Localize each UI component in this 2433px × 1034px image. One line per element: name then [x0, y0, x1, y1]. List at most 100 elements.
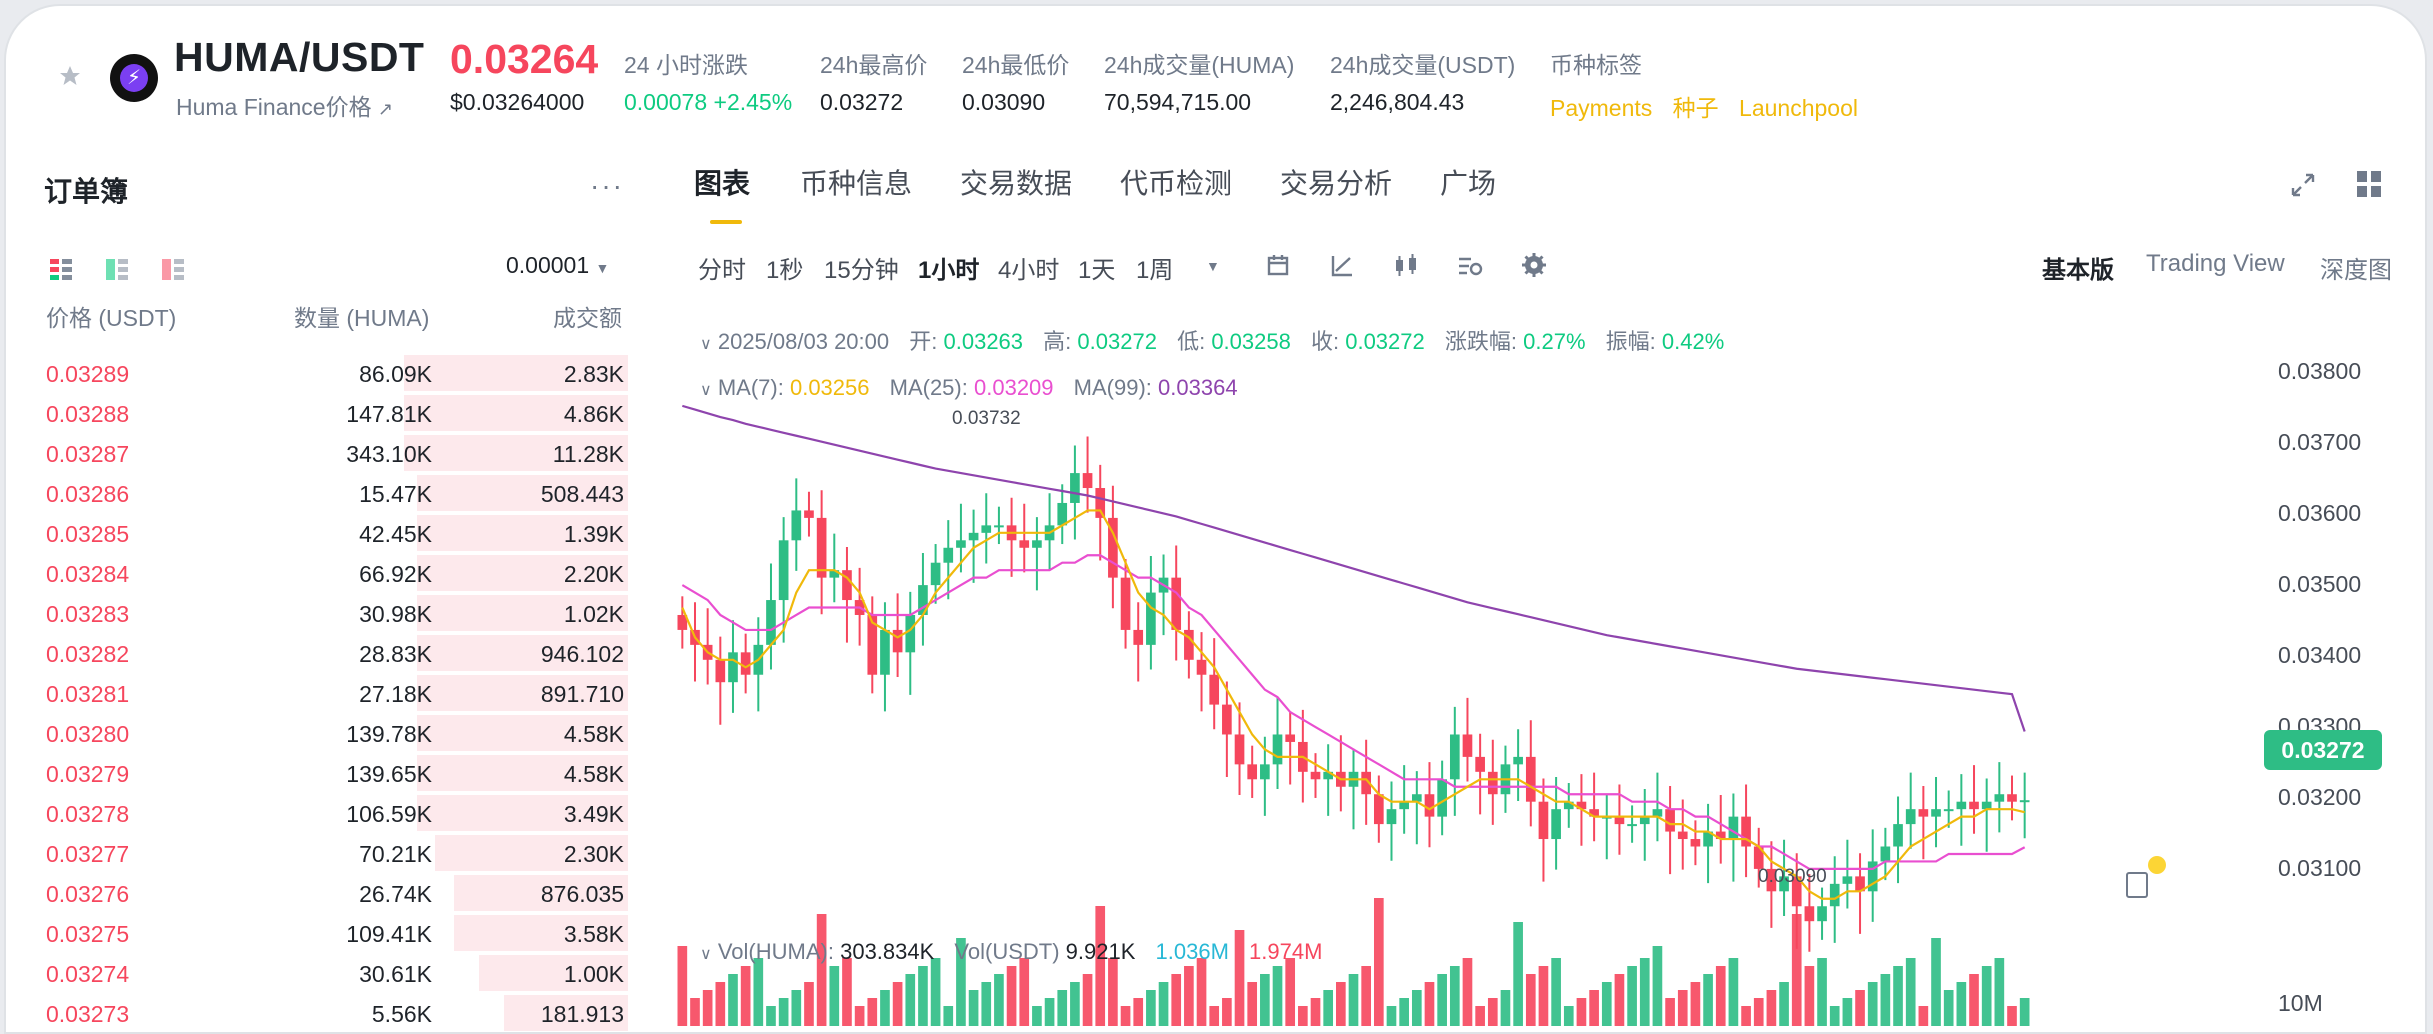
- orderbook-row[interactable]: 0.03274 30.61K 1.00K: [6, 953, 628, 993]
- candle-body: [1551, 809, 1561, 840]
- candle-body: [1437, 779, 1447, 817]
- tab-square[interactable]: 广场: [1440, 168, 1497, 199]
- coin-tags: Payments 种子 Launchpool: [1550, 89, 1872, 123]
- tf-1h[interactable]: 1小时: [918, 257, 980, 284]
- last-price: 0.03264: [450, 36, 599, 82]
- candle-body: [778, 540, 789, 601]
- layout-grid-icon[interactable]: [2356, 170, 2382, 198]
- orderbook-row[interactable]: 0.03279 139.65K 4.58K: [6, 753, 628, 793]
- ask-price: 0.03287: [46, 441, 130, 467]
- candle-body: [1779, 876, 1789, 892]
- view-basic[interactable]: 基本版: [2042, 257, 2114, 284]
- collapse-caret-icon[interactable]: ∨: [700, 382, 712, 399]
- candle-body: [1462, 734, 1473, 757]
- stat-label-low: 24h最低价: [962, 52, 1070, 78]
- fullscreen-icon[interactable]: [2290, 172, 2316, 198]
- view-asks-icon[interactable]: [162, 258, 184, 282]
- ask-price: 0.03280: [46, 721, 130, 747]
- view-tradingview[interactable]: Trading View: [2146, 250, 2285, 277]
- collapse-caret-icon[interactable]: ∨: [700, 946, 712, 963]
- last-price-usd: $0.03264000: [450, 89, 585, 115]
- orderbook-row[interactable]: 0.03280 139.78K 4.58K: [6, 713, 628, 753]
- tf-1d[interactable]: 1天: [1078, 257, 1116, 284]
- low-label: 低:: [1177, 329, 1206, 354]
- candle-body: [715, 659, 726, 683]
- tab-trade-data[interactable]: 交易数据: [960, 168, 1073, 199]
- orderbook-row[interactable]: 0.03276 26.74K 876.035: [6, 873, 628, 913]
- coin-price-link[interactable]: Huma Finance价格 ↗: [176, 94, 394, 120]
- orderbook-row[interactable]: 0.03285 42.45K 1.39K: [6, 513, 628, 553]
- orderbook-row[interactable]: 0.03275 109.41K 3.58K: [6, 913, 628, 953]
- orderbook-row[interactable]: 0.03287 343.10K 11.28K: [6, 433, 628, 473]
- ask-qty: 109.41K: [346, 921, 432, 947]
- volume-bar: [1323, 990, 1334, 1026]
- volume-bar: [867, 998, 878, 1026]
- view-both-icon[interactable]: [50, 258, 72, 282]
- ma25-value: 0.03209: [974, 375, 1054, 400]
- candle-type-icon[interactable]: [1392, 250, 1420, 280]
- more-timeframes-icon[interactable]: ▼: [1206, 258, 1220, 274]
- ask-qty: 343.10K: [346, 441, 432, 467]
- volume-bar: [956, 938, 966, 1026]
- orderbook-row[interactable]: 0.03284 66.92K 2.20K: [6, 553, 628, 593]
- candle-body: [677, 614, 688, 630]
- orderbook-row[interactable]: 0.03281 27.18K 891.710: [6, 673, 628, 713]
- tf-timeline[interactable]: 分时: [698, 257, 746, 284]
- orderbook-row[interactable]: 0.03282 28.83K 946.102: [6, 633, 628, 673]
- tab-coin-info[interactable]: 币种信息: [800, 168, 913, 199]
- candlestick-chart[interactable]: [668, 346, 2128, 1026]
- trade-record-icon[interactable]: [2126, 872, 2148, 898]
- ask-total: 3.49K: [563, 801, 624, 827]
- more-options-icon[interactable]: ···: [590, 170, 624, 201]
- volume-bar: [1981, 966, 1992, 1026]
- candle-body: [2019, 800, 2030, 803]
- volume-bar: [715, 982, 726, 1026]
- volume-bar: [842, 958, 852, 1026]
- view-bids-icon[interactable]: [106, 258, 128, 282]
- notification-dot-icon[interactable]: [2148, 856, 2166, 874]
- precision-select[interactable]: 0.00001 ▼: [506, 252, 610, 278]
- ohlc-legend: ∨ 2025/08/03 20:00 开: 0.03263 高: 0.03272…: [700, 324, 1738, 356]
- high-annotation: 0.03732: [952, 408, 1021, 429]
- candle-body: [956, 540, 966, 548]
- volume-bar: [1146, 990, 1156, 1026]
- drawing-tools-icon[interactable]: [1328, 250, 1356, 280]
- close-value: 0.03272: [1345, 329, 1425, 354]
- tf-1w[interactable]: 1周: [1136, 257, 1174, 284]
- tag-payments[interactable]: Payments: [1550, 95, 1653, 121]
- orderbook-row[interactable]: 0.03277 70.21K 2.30K: [6, 833, 628, 873]
- volume-bar: [1361, 966, 1371, 1026]
- tf-1s[interactable]: 1秒: [766, 257, 804, 284]
- volume-bar: [1285, 958, 1296, 1026]
- candle-body: [1070, 473, 1080, 503]
- tag-launchpool[interactable]: Launchpool: [1739, 95, 1858, 121]
- orderbook-row[interactable]: 0.03283 30.98K 1.02K: [6, 593, 628, 633]
- y-tick: 0.03400: [2278, 642, 2362, 668]
- settings-gear-icon[interactable]: [1520, 250, 1548, 280]
- depth-bar: [453, 915, 628, 951]
- orderbook-row[interactable]: 0.03273 5.56K 181.913: [6, 993, 628, 1032]
- tab-token-check[interactable]: 代币检测: [1120, 168, 1233, 199]
- orderbook-row[interactable]: 0.03288 147.81K 4.86K: [6, 393, 628, 433]
- tab-chart[interactable]: 图表: [694, 168, 751, 199]
- volume-bar: [1095, 906, 1106, 1026]
- candle-body: [1741, 816, 1751, 847]
- orderbook-row[interactable]: 0.03278 106.59K 3.49K: [6, 793, 628, 833]
- candle-body: [1475, 756, 1485, 772]
- indicators-icon[interactable]: [1456, 250, 1484, 280]
- tag-seed[interactable]: 种子: [1672, 95, 1719, 121]
- ask-qty: 30.61K: [359, 961, 432, 987]
- tf-4h[interactable]: 4小时: [998, 257, 1060, 284]
- collapse-caret-icon[interactable]: ∨: [700, 336, 712, 353]
- volume-bar: [1817, 958, 1827, 1026]
- view-depth[interactable]: 深度图: [2320, 257, 2392, 284]
- calendar-icon[interactable]: [1264, 250, 1292, 280]
- tf-15m[interactable]: 15分钟: [824, 257, 899, 284]
- ask-price: 0.03276: [46, 881, 130, 907]
- tab-trade-analysis[interactable]: 交易分析: [1280, 168, 1393, 199]
- orderbook-row[interactable]: 0.03289 86.09K 2.83K: [6, 353, 628, 393]
- orderbook-row[interactable]: 0.03286 15.47K 508.443: [6, 473, 628, 513]
- stat-value-vol-usdt: 2,246,804.43: [1330, 89, 1465, 115]
- favorite-star-icon[interactable]: [58, 64, 82, 88]
- volume-bar: [1563, 1006, 1574, 1026]
